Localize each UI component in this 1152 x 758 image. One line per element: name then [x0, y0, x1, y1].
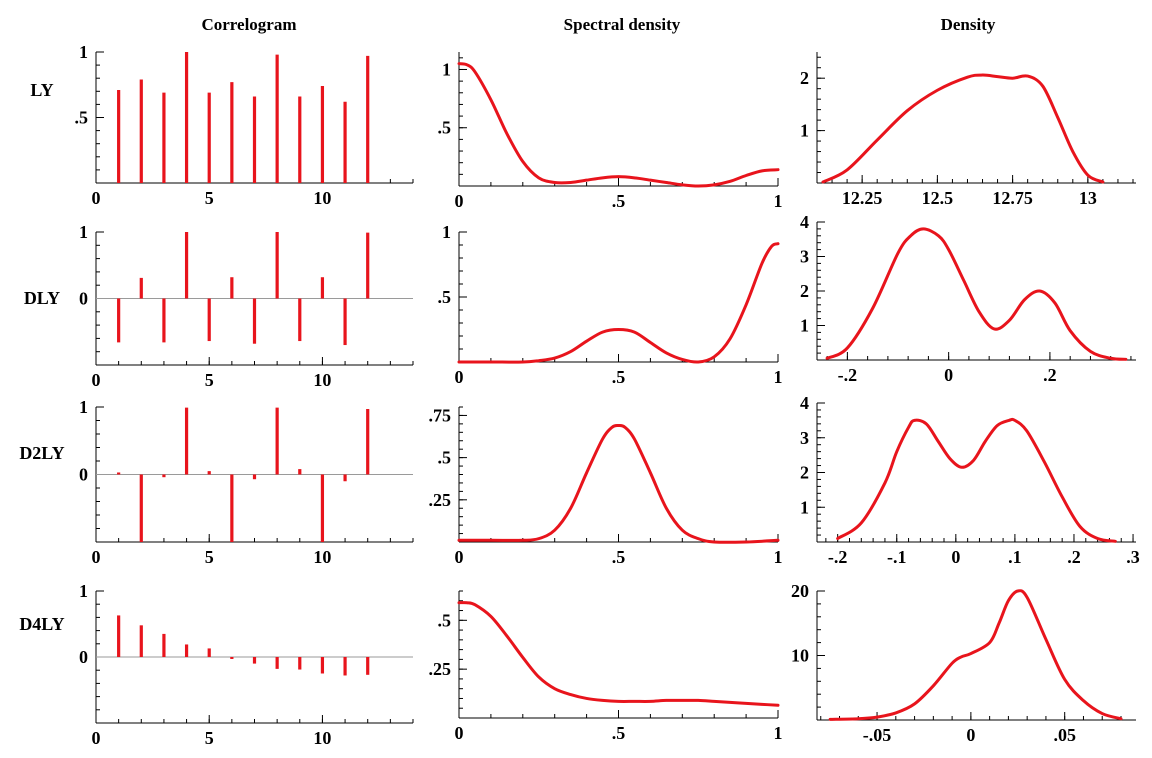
x-tick-label: .5 [612, 367, 626, 387]
y-tick-label: 1 [442, 59, 451, 79]
y-tick-label: 3 [800, 428, 809, 448]
y-tick-label: .75 [429, 405, 452, 425]
x-tick-label: .5 [612, 191, 626, 211]
x-tick-label: 0 [92, 728, 101, 748]
x-tick-label: 10 [313, 370, 331, 390]
y-tick-label: 1 [800, 497, 809, 517]
x-tick-label: 0 [951, 547, 960, 567]
x-tick-label: 1 [774, 367, 783, 387]
x-tick-label: 0 [455, 191, 464, 211]
x-tick-label: 0 [455, 547, 464, 567]
panel-correlogram-d4ly: 0 5 10 0 1 [79, 581, 414, 748]
density-curve [457, 601, 780, 707]
y-tick-label: 2 [800, 463, 809, 483]
panel-spectral-density-d4ly: 0 .5 1 .25 .5 [429, 590, 783, 743]
x-tick-label: 12.25 [842, 188, 883, 208]
y-tick-label: 1 [800, 121, 809, 141]
density-curve [836, 417, 1117, 543]
panel-density-dly: -.2 0 .2 1 2 3 4 [800, 212, 1136, 385]
column-title-correlogram: Correlogram [201, 15, 296, 34]
x-tick-label: .1 [1008, 547, 1022, 567]
density-curve [457, 424, 780, 544]
y-tick-label: 4 [800, 212, 809, 232]
y-tick-label: .25 [429, 490, 452, 510]
y-tick-label: 3 [800, 247, 809, 267]
x-tick-label: 0 [455, 723, 464, 743]
density-curve [825, 227, 1128, 361]
x-tick-label: 0 [92, 547, 101, 567]
x-tick-label: .3 [1126, 547, 1140, 567]
panel-density-ly: 12.25 12.5 12.75 13 1 2 [800, 52, 1136, 208]
y-tick-label: 4 [800, 393, 809, 413]
x-tick-label: 0 [944, 365, 953, 385]
x-tick-label: .5 [612, 723, 626, 743]
x-tick-label: 10 [313, 728, 331, 748]
row-label-d2ly: D2LY [19, 443, 64, 463]
panel-spectral-density-d2ly: 0 .5 1 .25 .5 .75 [429, 405, 783, 567]
panel-correlogram-ly: 0 5 10 .5 1 [75, 42, 414, 208]
y-tick-label: 1 [79, 42, 88, 62]
x-tick-label: 5 [205, 370, 214, 390]
y-tick-label: 0 [79, 465, 88, 485]
y-tick-label: 0 [79, 647, 88, 667]
x-tick-label: 0 [966, 725, 975, 745]
x-tick-label: .2 [1043, 365, 1057, 385]
y-tick-label: 1 [79, 222, 88, 242]
y-tick-label: 0 [79, 289, 88, 309]
y-tick-label: .5 [75, 108, 89, 128]
x-tick-label: .5 [612, 547, 626, 567]
column-title-spectral-density: Spectral density [564, 15, 681, 34]
x-tick-label: 12.5 [922, 188, 954, 208]
y-tick-label: .5 [438, 610, 452, 630]
x-tick-label: -.2 [838, 365, 858, 385]
x-tick-label: -.05 [863, 725, 892, 745]
panel-correlogram-d2ly: 0 5 10 0 1 [79, 397, 414, 567]
panel-spectral-density-ly: 0 .5 1 .5 1 [438, 52, 783, 211]
panel-density-d2ly: -.2 -.1 0 .1 .2 .3 1 2 3 4 [800, 393, 1140, 567]
x-tick-label: 10 [313, 188, 331, 208]
y-tick-label: 2 [800, 68, 809, 88]
column-title-density: Density [941, 15, 996, 34]
y-tick-label: .25 [429, 659, 452, 679]
y-tick-label: 1 [800, 316, 809, 336]
x-tick-label: 1 [774, 191, 783, 211]
y-tick-label: 1 [79, 397, 88, 417]
y-tick-label: .5 [438, 118, 452, 138]
row-label-dly: DLY [24, 288, 60, 308]
x-tick-label: 0 [92, 370, 101, 390]
x-tick-label: 5 [205, 547, 214, 567]
y-tick-label: 2 [800, 281, 809, 301]
x-tick-label: 5 [205, 728, 214, 748]
x-tick-label: .2 [1067, 547, 1081, 567]
density-curve [828, 589, 1123, 721]
x-tick-label: 1 [774, 547, 783, 567]
x-tick-label: 10 [313, 547, 331, 567]
panel-spectral-density-dly: 0 .5 1 .5 1 [438, 222, 783, 387]
y-tick-label: .5 [438, 287, 452, 307]
density-curve [457, 242, 780, 364]
row-label-ly: LY [30, 80, 53, 100]
y-tick-label: 20 [791, 581, 809, 601]
y-tick-label: 1 [79, 581, 88, 601]
x-tick-label: 5 [205, 188, 214, 208]
density-curve [821, 73, 1105, 184]
x-tick-label: -.1 [887, 547, 907, 567]
y-tick-label: 1 [442, 222, 451, 242]
x-tick-label: 0 [92, 188, 101, 208]
panel-density-d4ly: -.05 0 .05 10 20 [791, 581, 1136, 745]
row-label-d4ly: D4LY [19, 614, 64, 634]
x-tick-label: 0 [455, 367, 464, 387]
x-tick-label: .05 [1053, 725, 1076, 745]
x-tick-label: 12.75 [992, 188, 1033, 208]
y-tick-label: .5 [438, 448, 452, 468]
x-tick-label: -.2 [828, 547, 848, 567]
x-tick-label: 1 [774, 723, 783, 743]
x-tick-label: 13 [1079, 188, 1097, 208]
panel-correlogram-dly: 0 5 10 0 1 [79, 222, 414, 390]
density-curve [457, 62, 780, 188]
y-tick-label: 10 [791, 646, 809, 666]
